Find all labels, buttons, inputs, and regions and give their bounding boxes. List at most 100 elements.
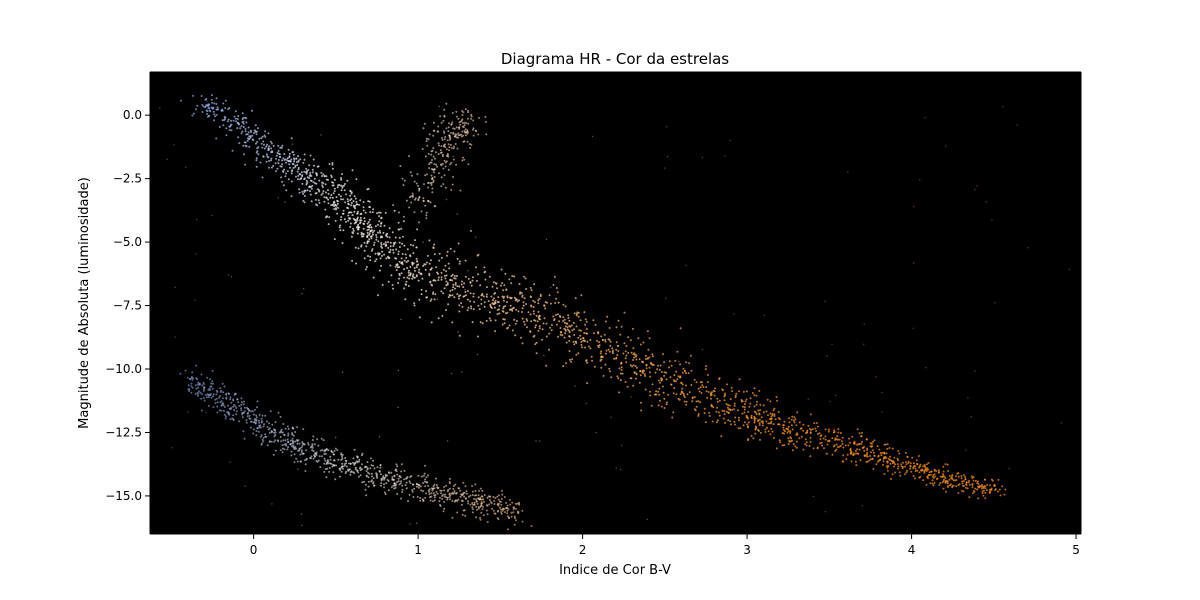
star-point bbox=[401, 242, 404, 245]
star-point bbox=[886, 443, 889, 446]
star-point bbox=[428, 274, 431, 277]
star-point bbox=[521, 317, 524, 320]
star-point bbox=[660, 405, 663, 408]
star-point bbox=[221, 402, 224, 405]
star-point bbox=[777, 423, 780, 426]
star-point bbox=[379, 464, 382, 467]
star-point bbox=[240, 407, 243, 410]
star-point bbox=[350, 201, 353, 204]
star-point bbox=[282, 423, 285, 425]
star-point bbox=[341, 465, 344, 468]
star-point bbox=[794, 418, 797, 421]
star-point bbox=[423, 472, 426, 475]
star-point bbox=[228, 413, 231, 416]
star-point bbox=[863, 449, 866, 452]
star-point bbox=[994, 302, 996, 304]
star-point bbox=[430, 184, 433, 186]
star-point bbox=[220, 409, 223, 412]
star-point bbox=[816, 447, 819, 450]
star-point bbox=[287, 432, 290, 435]
star-point bbox=[515, 320, 518, 322]
star-point bbox=[854, 452, 857, 455]
star-point bbox=[933, 468, 936, 471]
star-point bbox=[467, 306, 470, 309]
star-point bbox=[609, 340, 612, 343]
star-point bbox=[927, 468, 930, 471]
star-point bbox=[923, 470, 926, 473]
star-point bbox=[262, 140, 265, 143]
star-point bbox=[497, 494, 500, 497]
star-point bbox=[459, 123, 462, 126]
star-point bbox=[558, 320, 561, 323]
star-point bbox=[279, 165, 282, 168]
star-point bbox=[403, 179, 406, 182]
star-point bbox=[604, 352, 607, 355]
star-point bbox=[383, 491, 386, 494]
star-point bbox=[916, 463, 919, 466]
star-point bbox=[277, 411, 280, 414]
star-point bbox=[625, 345, 628, 347]
star-point bbox=[496, 287, 498, 290]
star-point bbox=[285, 172, 288, 175]
star-point bbox=[438, 496, 441, 499]
star-point bbox=[483, 301, 486, 304]
star-point bbox=[682, 367, 685, 370]
star-point bbox=[265, 145, 268, 148]
star-point bbox=[445, 274, 448, 277]
star-point bbox=[507, 528, 509, 531]
star-point bbox=[645, 358, 647, 360]
x-axis-label: Indice de Cor B-V bbox=[559, 563, 671, 578]
star-point bbox=[657, 404, 660, 407]
star-point bbox=[723, 410, 726, 413]
star-point bbox=[789, 430, 792, 433]
star-point bbox=[250, 420, 253, 423]
star-point bbox=[269, 140, 272, 143]
star-point bbox=[445, 160, 448, 163]
star-point bbox=[492, 281, 495, 284]
star-point bbox=[763, 314, 766, 316]
star-point bbox=[264, 435, 267, 438]
star-point bbox=[251, 109, 253, 112]
star-point bbox=[539, 440, 541, 442]
star-point bbox=[356, 469, 359, 472]
star-point bbox=[964, 478, 967, 481]
star-point bbox=[675, 393, 678, 396]
star-point bbox=[244, 128, 247, 130]
star-point bbox=[697, 414, 700, 417]
star-point bbox=[194, 393, 197, 396]
star-point bbox=[352, 229, 355, 232]
star-point bbox=[563, 336, 566, 339]
star-point bbox=[637, 337, 640, 340]
star-point bbox=[270, 151, 273, 154]
star-point bbox=[438, 259, 441, 262]
x-tick-label: 2 bbox=[579, 543, 587, 557]
star-point bbox=[441, 153, 444, 156]
star-point bbox=[997, 478, 1000, 481]
star-point bbox=[273, 428, 276, 431]
star-point bbox=[925, 367, 927, 369]
star-point bbox=[360, 454, 363, 457]
star-point bbox=[397, 406, 399, 409]
star-point bbox=[521, 509, 524, 512]
star-point bbox=[411, 192, 414, 195]
star-point bbox=[326, 189, 329, 192]
star-point bbox=[770, 415, 773, 418]
star-point bbox=[549, 302, 552, 305]
star-point bbox=[651, 355, 654, 358]
star-point bbox=[796, 432, 798, 435]
star-point bbox=[349, 194, 352, 197]
star-point bbox=[501, 509, 504, 512]
star-point bbox=[323, 470, 326, 473]
star-point bbox=[510, 511, 513, 514]
star-point bbox=[525, 288, 528, 290]
star-point bbox=[313, 455, 316, 458]
star-point bbox=[591, 135, 594, 138]
star-point bbox=[571, 329, 574, 332]
star-point bbox=[420, 293, 423, 296]
star-point bbox=[950, 475, 953, 478]
star-point bbox=[238, 404, 241, 407]
star-point bbox=[976, 185, 978, 187]
star-point bbox=[353, 462, 356, 465]
star-point bbox=[610, 376, 613, 379]
star-point bbox=[582, 339, 585, 342]
